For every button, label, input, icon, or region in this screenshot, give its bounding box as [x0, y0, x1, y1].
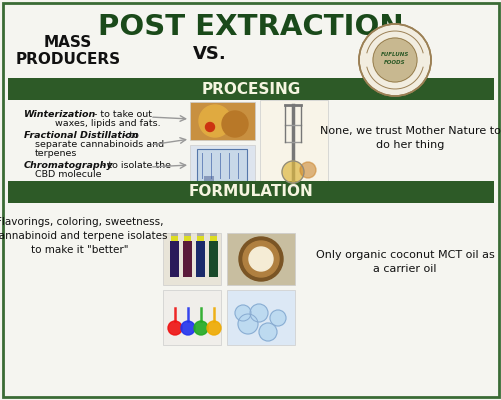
- Circle shape: [237, 314, 258, 334]
- Text: CBD molecule: CBD molecule: [35, 170, 101, 179]
- Text: None, we trust Mother Nature to
do her thing: None, we trust Mother Nature to do her t…: [319, 126, 499, 150]
- FancyBboxPatch shape: [226, 233, 295, 285]
- FancyBboxPatch shape: [203, 176, 213, 181]
- FancyBboxPatch shape: [260, 100, 327, 190]
- Circle shape: [270, 310, 286, 326]
- Circle shape: [282, 161, 304, 183]
- Text: - to take out: - to take out: [91, 110, 152, 119]
- FancyBboxPatch shape: [163, 233, 220, 285]
- FancyBboxPatch shape: [196, 149, 246, 181]
- Text: FOODS: FOODS: [383, 60, 405, 64]
- FancyBboxPatch shape: [195, 241, 204, 277]
- Text: Flavorings, coloring, sweetness,
cannabinoid and terpene isolates
to make it "be: Flavorings, coloring, sweetness, cannabi…: [0, 217, 167, 255]
- Text: FUFLUNS: FUFLUNS: [380, 52, 408, 56]
- Circle shape: [249, 304, 268, 322]
- Text: waxes, lipids and fats.: waxes, lipids and fats.: [55, 119, 160, 128]
- Circle shape: [193, 321, 207, 335]
- Text: FORMULATION: FORMULATION: [188, 184, 313, 200]
- FancyBboxPatch shape: [184, 233, 190, 236]
- FancyBboxPatch shape: [171, 236, 178, 241]
- Circle shape: [358, 24, 430, 96]
- Text: VS.: VS.: [193, 45, 226, 63]
- Circle shape: [242, 241, 279, 277]
- Circle shape: [221, 111, 247, 137]
- Text: - to isolate the: - to isolate the: [99, 161, 171, 170]
- Text: Chromatography: Chromatography: [24, 161, 113, 170]
- FancyBboxPatch shape: [3, 3, 498, 397]
- Text: Fractional Distillation: Fractional Distillation: [24, 131, 138, 140]
- Circle shape: [300, 162, 315, 178]
- FancyBboxPatch shape: [8, 181, 493, 203]
- FancyBboxPatch shape: [189, 145, 255, 185]
- FancyBboxPatch shape: [208, 241, 217, 277]
- FancyBboxPatch shape: [196, 236, 203, 241]
- Text: terpenes: terpenes: [35, 149, 77, 158]
- Circle shape: [238, 237, 283, 281]
- Text: POST EXTRACTION: POST EXTRACTION: [98, 13, 403, 41]
- FancyBboxPatch shape: [226, 290, 295, 345]
- FancyBboxPatch shape: [8, 78, 493, 100]
- Text: MASS
PRODUCERS: MASS PRODUCERS: [16, 35, 120, 67]
- Circle shape: [181, 321, 194, 335]
- Text: - to: - to: [120, 131, 139, 140]
- Circle shape: [372, 38, 416, 82]
- Circle shape: [248, 247, 273, 271]
- FancyBboxPatch shape: [183, 241, 191, 277]
- Circle shape: [259, 323, 277, 341]
- FancyBboxPatch shape: [209, 236, 216, 241]
- FancyBboxPatch shape: [189, 102, 255, 140]
- FancyBboxPatch shape: [163, 290, 220, 345]
- FancyBboxPatch shape: [184, 236, 190, 241]
- FancyBboxPatch shape: [196, 233, 203, 236]
- FancyBboxPatch shape: [170, 241, 179, 277]
- Circle shape: [205, 122, 214, 132]
- Text: Winterization: Winterization: [24, 110, 96, 119]
- Circle shape: [234, 305, 250, 321]
- Circle shape: [206, 321, 220, 335]
- FancyBboxPatch shape: [209, 233, 216, 236]
- Text: separate cannabinoids and: separate cannabinoids and: [35, 140, 164, 149]
- Text: PROCESING: PROCESING: [201, 82, 300, 96]
- Text: Only organic coconut MCT oil as
a carrier oil: Only organic coconut MCT oil as a carrie…: [315, 250, 493, 274]
- Circle shape: [198, 105, 230, 137]
- FancyBboxPatch shape: [171, 233, 178, 236]
- Circle shape: [168, 321, 182, 335]
